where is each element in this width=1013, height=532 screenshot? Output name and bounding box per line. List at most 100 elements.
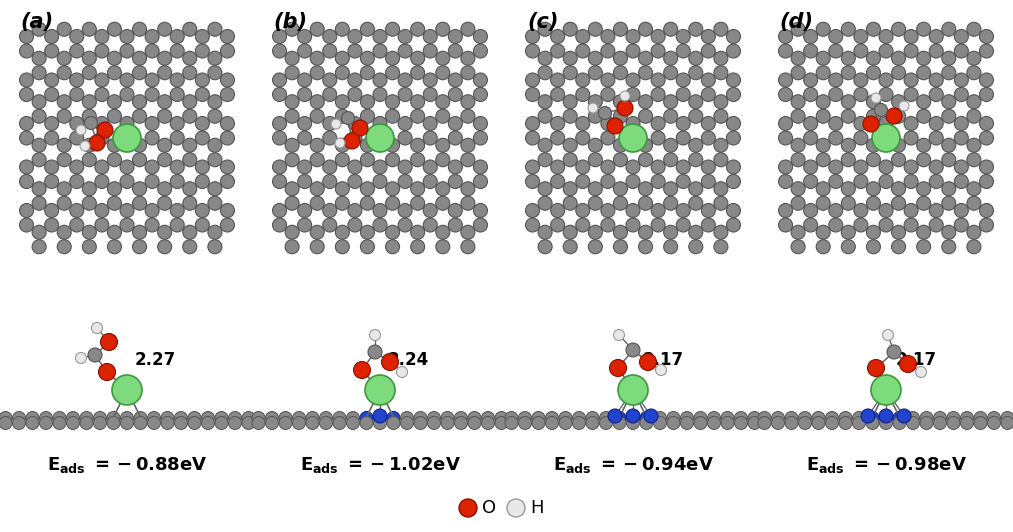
Circle shape [80,417,93,429]
Circle shape [161,417,174,429]
Circle shape [70,131,84,145]
Circle shape [891,240,906,254]
Circle shape [461,22,475,36]
Circle shape [701,44,715,58]
Circle shape [436,51,450,65]
Circle shape [689,138,703,152]
Circle shape [519,417,532,429]
Circle shape [589,138,603,152]
Circle shape [95,87,108,102]
Circle shape [272,87,287,102]
Circle shape [32,95,47,109]
Circle shape [677,204,690,218]
Circle shape [148,411,160,425]
Circle shape [829,117,843,130]
Circle shape [427,417,441,429]
Circle shape [920,411,933,425]
Circle shape [917,22,931,36]
Circle shape [614,182,627,196]
Circle shape [323,218,336,232]
Circle shape [651,204,666,218]
Circle shape [601,160,615,174]
Circle shape [689,153,703,167]
Circle shape [45,174,59,188]
Circle shape [651,73,666,87]
Circle shape [436,138,450,152]
Circle shape [82,51,96,65]
Circle shape [196,117,210,130]
Circle shape [601,131,615,145]
Circle shape [954,44,968,58]
Circle shape [298,218,312,232]
Circle shape [689,182,703,196]
Circle shape [563,196,577,210]
Circle shape [638,66,652,80]
Circle shape [714,240,728,254]
Circle shape [335,240,349,254]
Circle shape [942,153,956,167]
Circle shape [373,409,387,423]
Circle shape [575,204,590,218]
Circle shape [158,22,171,36]
Circle shape [842,51,855,65]
Circle shape [779,44,792,58]
Circle shape [893,417,906,429]
Circle shape [538,225,552,239]
Circle shape [917,109,931,123]
Circle shape [942,225,956,239]
Circle shape [133,153,147,167]
Circle shape [791,196,805,210]
Circle shape [538,95,552,109]
Circle shape [854,87,868,102]
Circle shape [120,73,134,87]
Circle shape [341,112,355,124]
Circle shape [158,240,171,254]
Circle shape [626,131,640,145]
Circle shape [436,22,450,36]
Circle shape [879,409,893,423]
Circle shape [726,160,741,174]
Circle shape [929,131,943,145]
Circle shape [816,51,831,65]
Circle shape [726,174,741,188]
Circle shape [882,329,893,340]
Circle shape [112,375,142,405]
Circle shape [644,409,658,423]
Circle shape [57,109,71,123]
Circle shape [653,417,667,429]
Circle shape [32,153,47,167]
Circle shape [934,417,946,429]
Circle shape [677,131,690,145]
Circle shape [133,95,147,109]
Circle shape [158,109,171,123]
Circle shape [791,182,805,196]
Circle shape [726,29,741,44]
Circle shape [980,160,994,174]
Circle shape [182,109,197,123]
Circle shape [400,411,413,425]
Circle shape [866,240,880,254]
Circle shape [842,138,855,152]
Circle shape [714,225,728,239]
Circle shape [70,160,84,174]
Circle shape [88,348,102,362]
Circle shape [145,131,159,145]
Circle shape [107,138,122,152]
Circle shape [538,153,552,167]
Circle shape [19,87,33,102]
Circle shape [0,417,12,429]
Circle shape [374,411,387,425]
Circle shape [373,131,387,145]
Circle shape [854,44,868,58]
Circle shape [215,411,228,425]
Circle shape [145,44,159,58]
Circle shape [221,117,234,130]
Circle shape [84,117,97,129]
Circle shape [947,417,960,429]
Circle shape [942,95,956,109]
Circle shape [791,22,805,36]
Circle shape [221,73,234,87]
Circle shape [145,160,159,174]
Circle shape [664,51,678,65]
Circle shape [829,44,843,58]
